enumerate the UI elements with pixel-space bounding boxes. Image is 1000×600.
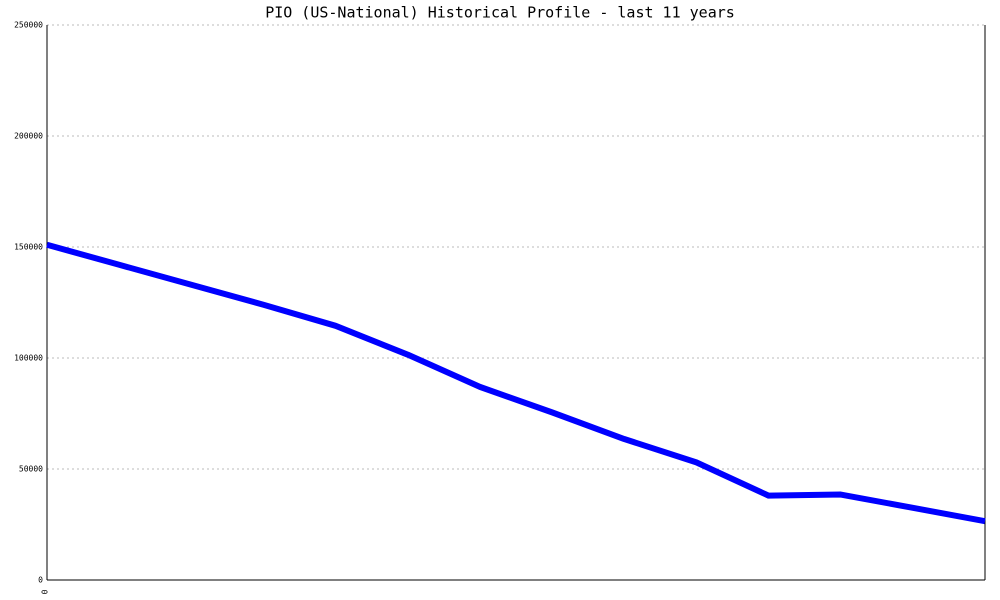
y-tick-label: 50000 [19,465,43,474]
chart-title: PIO (US-National) Historical Profile - l… [265,4,735,22]
y-tick-label: 100000 [14,354,43,363]
y-tick-label: 0 [38,576,43,585]
data-line [46,241,986,525]
y-tick-label: 200000 [14,132,43,141]
x-tick-label: 0 [41,589,50,594]
y-tick-label: 250000 [14,21,43,30]
y-tick-label: 150000 [14,243,43,252]
